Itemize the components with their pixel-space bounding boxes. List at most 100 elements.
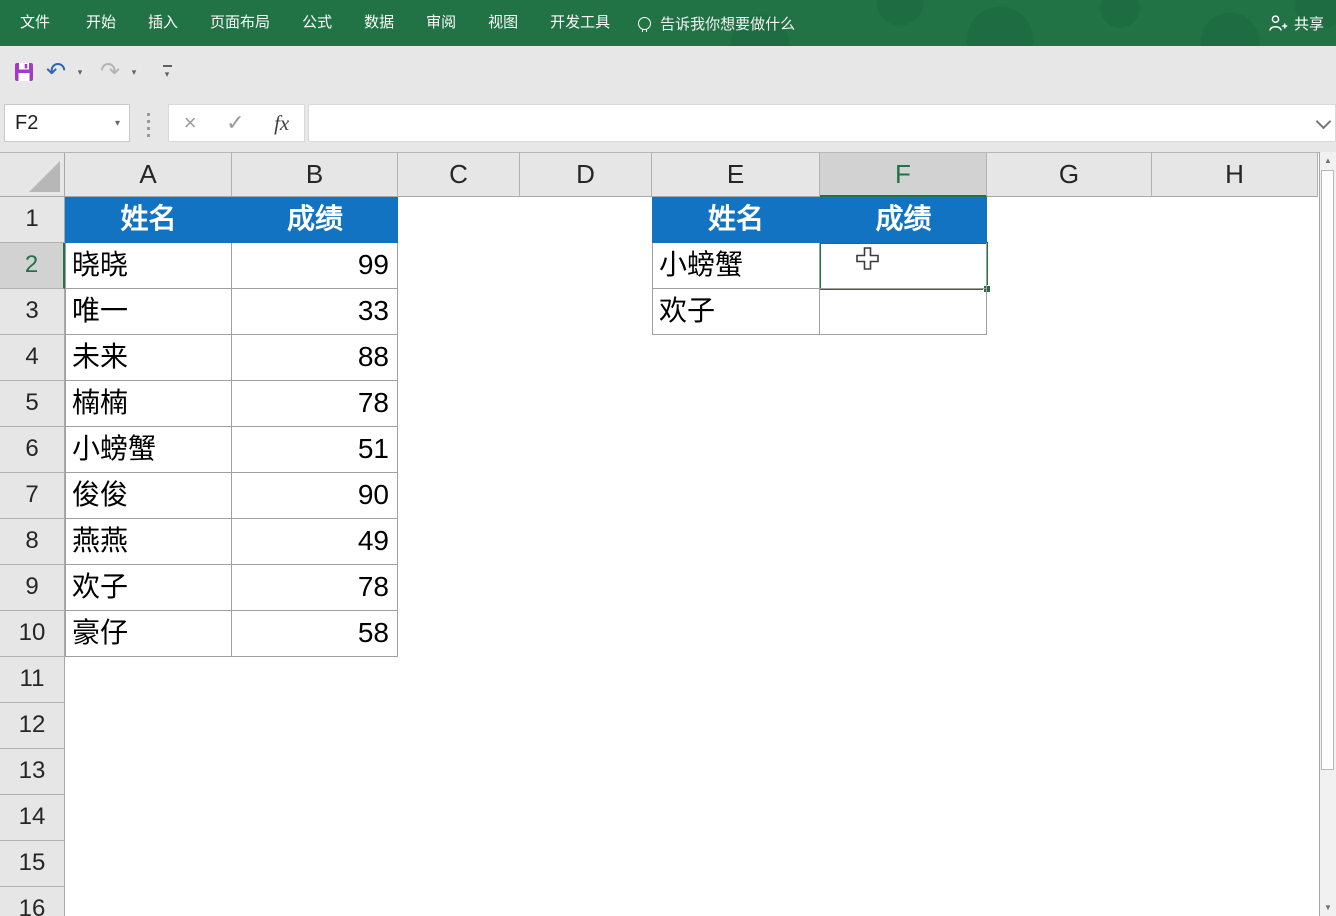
cell-F1[interactable]: 成绩 [820,197,987,243]
cell-E6[interactable] [652,427,820,473]
scroll-down-button[interactable]: ▼ [1324,903,1332,912]
cell-E3[interactable]: 欢子 [652,289,820,335]
cell-C6[interactable] [398,427,520,473]
column-header-B[interactable]: B [232,153,398,197]
row-header-7[interactable]: 7 [0,473,65,519]
cell-B8[interactable]: 49 [232,519,398,565]
column-header-G[interactable]: G [987,153,1152,197]
cell-H7[interactable] [1152,473,1318,519]
ribbon-tab-8[interactable]: 开发工具 [550,14,611,31]
customize-quick-access-toolbar-button[interactable]: ▾ [156,54,178,90]
cell-A13[interactable] [65,749,232,795]
cell-A6[interactable]: 小螃蟹 [65,427,232,473]
cell-B11[interactable] [232,657,398,703]
cell-B12[interactable] [232,703,398,749]
fill-handle[interactable] [983,285,991,293]
cell-F13[interactable] [820,749,987,795]
cell-D15[interactable] [520,841,652,887]
ribbon-tab-2[interactable]: 插入 [148,14,179,31]
cell-E2[interactable]: 小螃蟹 [652,243,820,289]
ribbon-tab-0[interactable]: 文件 [20,14,51,31]
row-header-12[interactable]: 12 [0,703,65,749]
cell-E16[interactable] [652,887,820,916]
cell-E12[interactable] [652,703,820,749]
cell-B16[interactable] [232,887,398,916]
cell-G5[interactable] [987,381,1152,427]
cell-G4[interactable] [987,335,1152,381]
cell-A7[interactable]: 俊俊 [65,473,232,519]
cell-E8[interactable] [652,519,820,565]
row-header-14[interactable]: 14 [0,795,65,841]
cell-G7[interactable] [987,473,1152,519]
cell-G11[interactable] [987,657,1152,703]
cell-D3[interactable] [520,289,652,335]
cell-D12[interactable] [520,703,652,749]
row-header-9[interactable]: 9 [0,565,65,611]
cell-G6[interactable] [987,427,1152,473]
cell-C1[interactable] [398,197,520,243]
cell-E5[interactable] [652,381,820,427]
cell-B6[interactable]: 51 [232,427,398,473]
cell-F8[interactable] [820,519,987,565]
cell-G8[interactable] [987,519,1152,565]
cell-C13[interactable] [398,749,520,795]
cell-G15[interactable] [987,841,1152,887]
cancel-button[interactable]: × [183,110,197,135]
cell-F11[interactable] [820,657,987,703]
name-box-dropdown-icon[interactable]: ▾ [114,118,120,129]
cell-C3[interactable] [398,289,520,335]
row-header-6[interactable]: 6 [0,427,65,473]
column-header-A[interactable]: A [65,153,232,197]
cell-C14[interactable] [398,795,520,841]
cell-E14[interactable] [652,795,820,841]
cell-A2[interactable]: 晓晓 [65,243,232,289]
cell-A8[interactable]: 燕燕 [65,519,232,565]
cell-D9[interactable] [520,565,652,611]
ribbon-tab-7[interactable]: 视图 [488,14,519,31]
cell-H12[interactable] [1152,703,1318,749]
cell-H1[interactable] [1152,197,1318,243]
cell-G3[interactable] [987,289,1152,335]
scrollbar-thumb[interactable] [1321,170,1334,770]
cell-H11[interactable] [1152,657,1318,703]
cell-F7[interactable] [820,473,987,519]
cell-B15[interactable] [232,841,398,887]
column-header-H[interactable]: H [1152,153,1318,197]
cell-F12[interactable] [820,703,987,749]
ribbon-tab-3[interactable]: 页面布局 [210,14,271,31]
row-header-16[interactable]: 16 [0,887,65,916]
row-header-11[interactable]: 11 [0,657,65,703]
cell-A16[interactable] [65,887,232,916]
cell-F10[interactable] [820,611,987,657]
cell-A14[interactable] [65,795,232,841]
cell-B4[interactable]: 88 [232,335,398,381]
cell-H3[interactable] [1152,289,1318,335]
insert-function-button[interactable]: fx [274,110,290,135]
cell-H14[interactable] [1152,795,1318,841]
cell-D11[interactable] [520,657,652,703]
cell-A10[interactable]: 豪仔 [65,611,232,657]
undo-dropdown-button[interactable]: ▾ [72,54,88,90]
cell-A15[interactable] [65,841,232,887]
cell-F6[interactable] [820,427,987,473]
cell-F14[interactable] [820,795,987,841]
row-header-15[interactable]: 15 [0,841,65,887]
cell-A9[interactable]: 欢子 [65,565,232,611]
cell-D4[interactable] [520,335,652,381]
vertical-scrollbar[interactable]: ▲ ▼ [1319,152,1336,916]
cell-C11[interactable] [398,657,520,703]
cell-C15[interactable] [398,841,520,887]
cell-H4[interactable] [1152,335,1318,381]
cell-A3[interactable]: 唯一 [65,289,232,335]
cell-C16[interactable] [398,887,520,916]
cell-B9[interactable]: 78 [232,565,398,611]
cell-H13[interactable] [1152,749,1318,795]
cell-E9[interactable] [652,565,820,611]
redo-button[interactable]: ↷ [94,54,126,90]
column-header-E[interactable]: E [652,153,820,197]
cell-G1[interactable] [987,197,1152,243]
cell-D1[interactable] [520,197,652,243]
cell-C7[interactable] [398,473,520,519]
cell-E13[interactable] [652,749,820,795]
row-header-5[interactable]: 5 [0,381,65,427]
